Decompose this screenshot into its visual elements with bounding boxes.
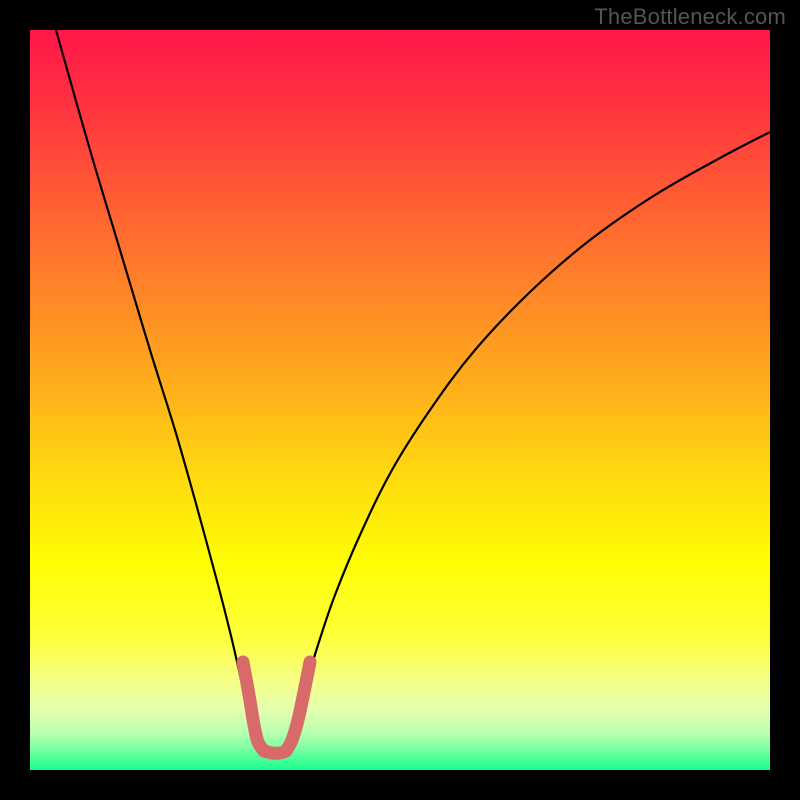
- plot-area: [30, 30, 770, 770]
- chart-background: [30, 30, 770, 770]
- chart-svg: [30, 30, 770, 770]
- watermark-text: TheBottleneck.com: [594, 4, 786, 30]
